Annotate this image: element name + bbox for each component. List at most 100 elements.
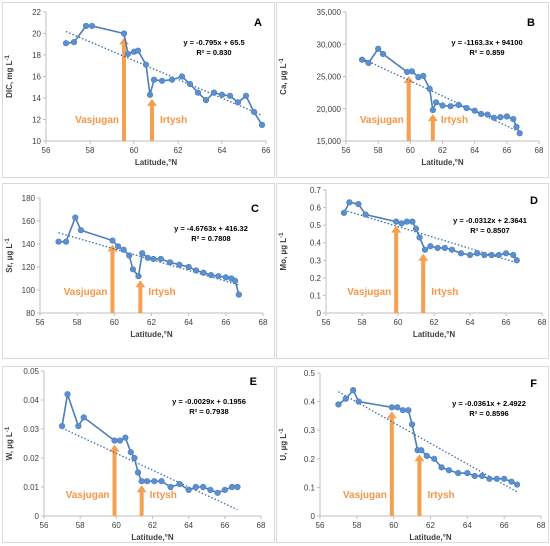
annotation-arrow-head <box>386 411 397 419</box>
x-tick-label: 56 <box>316 521 325 530</box>
data-point <box>235 291 242 298</box>
data-point <box>116 437 124 444</box>
data-point <box>478 472 486 480</box>
x-axis-label: Latitude,°N <box>131 533 174 542</box>
data-point <box>207 486 214 494</box>
x-tick-label: 68 <box>257 521 266 530</box>
annotation-label: Vasjugan <box>64 287 108 298</box>
data-point <box>394 404 401 411</box>
data-point <box>455 470 462 477</box>
data-point <box>398 220 405 227</box>
x-tick-label: 60 <box>389 521 398 530</box>
x-axis-label: Latitude,°N <box>421 158 464 167</box>
annotation-arrow-shaft <box>122 42 126 141</box>
annotation-arrow-shaft <box>138 285 143 313</box>
data-point <box>474 250 481 257</box>
data-point <box>82 22 90 30</box>
y-tick-label: 0.1 <box>304 483 316 492</box>
x-axis-label: Latitude,°N <box>413 330 456 339</box>
data-point <box>142 61 150 68</box>
y-tick-label: 0 <box>317 309 322 318</box>
data-point <box>166 259 174 266</box>
y-axis-label-superscript: -1 <box>279 58 285 64</box>
data-point <box>478 110 485 118</box>
panel-letter: D <box>530 195 538 207</box>
y-tick-label: 140 <box>22 240 36 249</box>
x-tick-label: 64 <box>184 521 193 530</box>
x-tick-label: 62 <box>148 521 157 530</box>
data-point <box>210 89 218 96</box>
data-point <box>120 30 128 37</box>
data-point <box>234 483 241 491</box>
data-point <box>513 257 520 264</box>
data-point <box>232 277 239 284</box>
data-point <box>185 263 192 271</box>
x-tick-label: 64 <box>470 146 479 155</box>
x-tick-label: 58 <box>358 318 367 327</box>
data-point <box>234 99 242 106</box>
y-tick-label: 80 <box>26 309 35 318</box>
data-point <box>502 250 510 257</box>
annotation-arrow-head <box>403 75 414 83</box>
data-point <box>158 478 165 485</box>
annotation-arrow-shaft <box>430 119 435 141</box>
data-point <box>77 227 84 234</box>
data-point <box>218 91 226 98</box>
y-axis-label-superscript: -1 <box>279 428 285 434</box>
data-point <box>405 407 412 414</box>
data-point <box>143 478 151 485</box>
y-tick-label: 0.7 <box>310 186 322 195</box>
x-tick-label: 64 <box>218 146 227 155</box>
y-axis-label: Sr, µg L-1 <box>5 238 14 273</box>
x-tick-label: 64 <box>466 318 475 327</box>
data-point <box>503 113 510 120</box>
y-tick-label: 12 <box>32 116 41 125</box>
annotation-arrow-head <box>136 485 147 493</box>
data-point <box>412 225 420 232</box>
y-tick-label: 20,000 <box>317 105 342 114</box>
y-tick-label: 0.2 <box>304 455 316 464</box>
annotation-arrow-shaft <box>110 249 115 313</box>
x-tick-label: 68 <box>538 318 547 327</box>
data-point <box>207 271 215 279</box>
data-point <box>399 407 406 414</box>
y-axis-label: U, µg L-1 <box>279 428 288 461</box>
panel-border <box>2 183 275 359</box>
data-point <box>72 214 79 221</box>
data-point <box>250 108 258 116</box>
x-tick-label: 56 <box>342 146 351 155</box>
annotation-arrow-shaft <box>139 490 144 516</box>
chart-panel-d: 56 58 60 62 64 66 68 0 0.1 0.2 0.3 0.4 0.5 0.6 0.7 Lati… <box>276 183 549 359</box>
y-axis-label-text: Ca, µg L <box>279 63 288 94</box>
trendline-equation: y = -4.6763x + 416.32 <box>174 224 248 233</box>
y-tick-label: 0.5 <box>304 369 316 378</box>
y-tick-label: 100 <box>22 286 36 295</box>
panel-letter: A <box>254 17 262 29</box>
data-point <box>486 475 493 482</box>
x-axis-label: Latitude,°N <box>409 533 452 542</box>
data-point <box>490 114 498 121</box>
y-tick-label: 0.04 <box>23 396 39 405</box>
annotation-label: Vasjugan <box>75 115 119 126</box>
annotation-label: Vasjugan <box>343 490 387 501</box>
y-tick-label: 180 <box>22 194 36 203</box>
data-point <box>438 464 445 471</box>
trendline-r2: R² = 0.8596 <box>469 409 508 418</box>
data-point <box>466 251 474 259</box>
data-point <box>70 38 78 46</box>
y-tick-label: 10 <box>32 137 41 146</box>
y-axis-label-superscript: -1 <box>5 55 11 61</box>
x-tick-label: 56 <box>42 146 51 155</box>
x-tick-label: 62 <box>438 146 447 155</box>
x-tick-label: 64 <box>463 521 472 530</box>
data-point <box>340 209 348 216</box>
data-point <box>55 238 62 245</box>
x-axis-label: Latitude,°N <box>135 158 178 167</box>
annotation-arrow-shaft <box>417 459 422 516</box>
x-tick-label: 58 <box>374 146 383 155</box>
data-point <box>88 22 96 30</box>
data-point <box>409 218 416 225</box>
x-tick-label: 64 <box>184 318 193 327</box>
y-axis-label: Mo, µg L-1 <box>279 232 288 271</box>
panel-border <box>2 366 275 543</box>
